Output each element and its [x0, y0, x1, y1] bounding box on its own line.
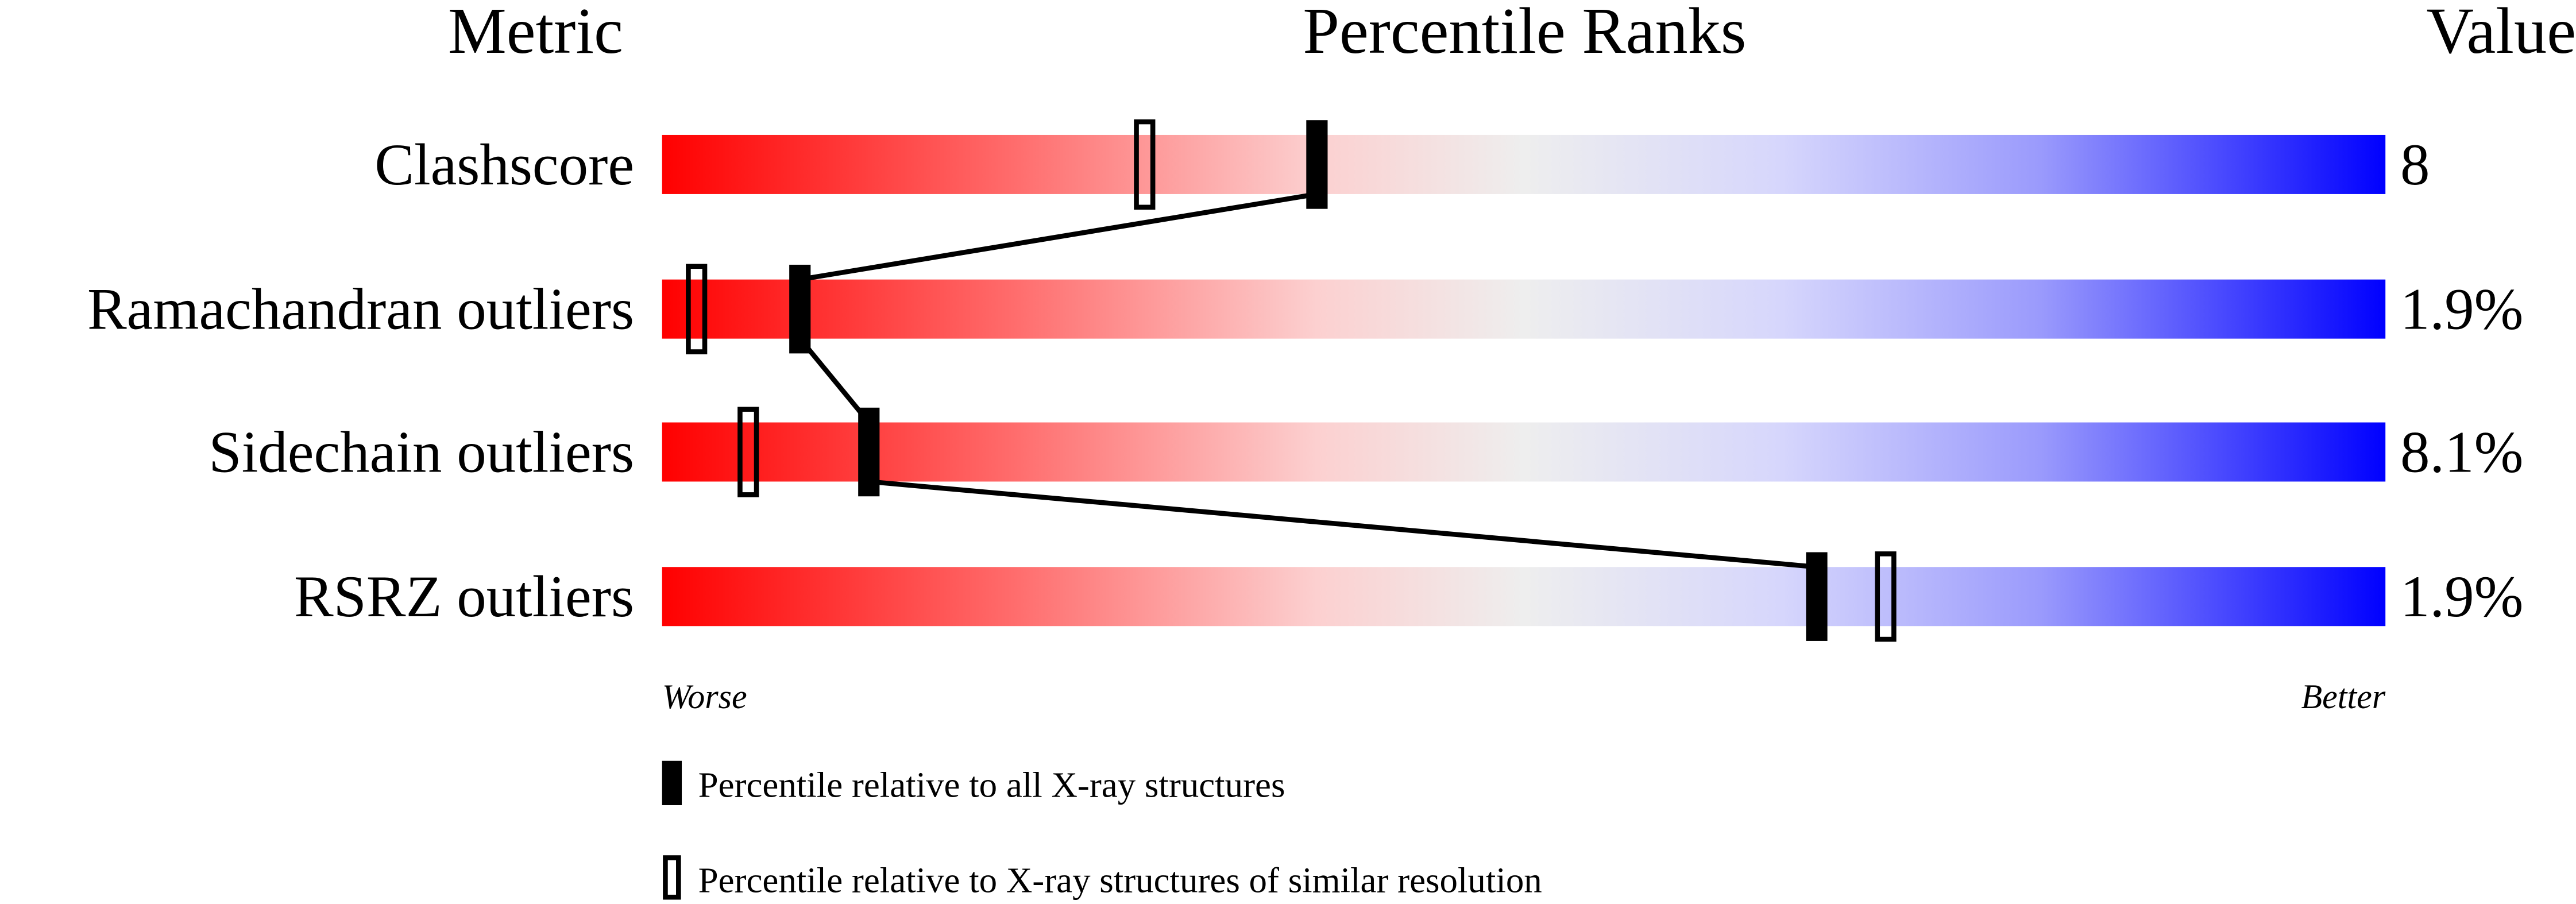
gradient-bar [662, 567, 2386, 627]
header-value: Value [2427, 0, 2576, 67]
metric-value: 8.1% [2400, 419, 2524, 485]
metric-value: 1.9% [2400, 564, 2524, 629]
legend-label-similar: Percentile relative to X-ray structures … [698, 860, 1542, 901]
marker-all-structures [1806, 552, 1828, 641]
marker-similar-resolution [737, 407, 759, 497]
gradient-bar [662, 134, 2386, 194]
metric-label: Sidechain outliers [208, 419, 634, 485]
marker-similar-resolution [686, 264, 708, 354]
legend-filled-marker [662, 760, 682, 805]
marker-similar-resolution [1134, 119, 1156, 210]
metric-value: 1.9% [2400, 276, 2524, 342]
marker-similar-resolution [1875, 551, 1897, 642]
legend-open-marker [663, 855, 681, 900]
metric-label: Clashscore [374, 132, 634, 198]
metric-label: Ramachandran outliers [87, 276, 634, 342]
header-percentile-ranks: Percentile Ranks [1303, 0, 1746, 67]
axis-label-better: Better [2301, 677, 2385, 716]
marker-all-structures [1306, 120, 1328, 209]
metric-label: RSRZ outliers [294, 564, 634, 629]
marker-all-structures [789, 264, 811, 354]
rows: Clashscore 8 Ramachandran outliers 1.9% Side… [87, 119, 2524, 642]
metric-value: 8 [2400, 132, 2430, 198]
marker-all-structures [858, 407, 880, 497]
connector-line [800, 191, 1318, 282]
legend-label-all: Percentile relative to all X-ray structu… [698, 765, 1285, 805]
connector-line [798, 337, 871, 424]
gradient-bar [662, 422, 2386, 482]
header-metric: Metric [448, 0, 623, 67]
connector-line [868, 479, 1817, 570]
axis-label-worse: Worse [662, 677, 747, 716]
gradient-bar [662, 279, 2386, 339]
